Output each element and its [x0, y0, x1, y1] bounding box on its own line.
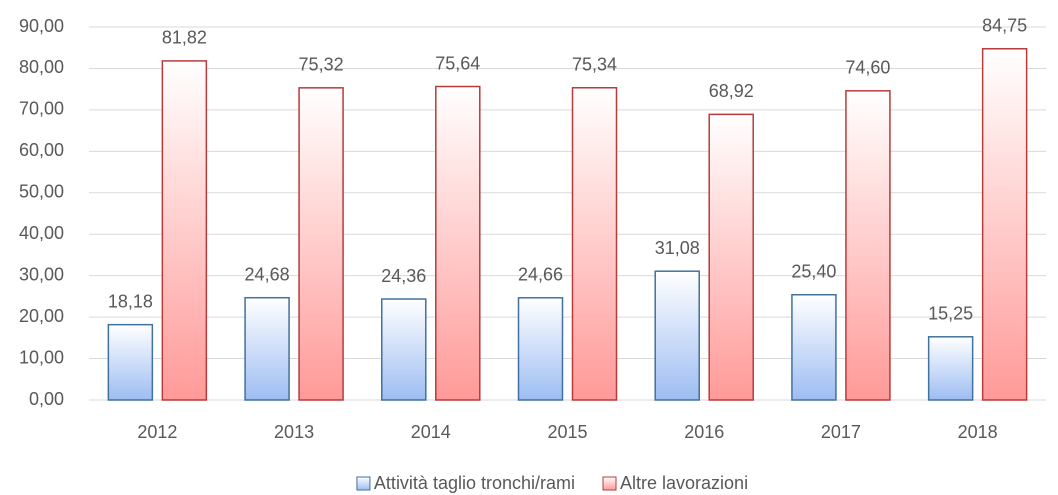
data-label: 75,34	[572, 55, 617, 75]
bar	[708, 113, 754, 401]
data-label: 74,60	[845, 58, 890, 78]
y-tick-label: 60,00	[19, 140, 64, 160]
bar	[381, 298, 427, 401]
data-label: 24,66	[518, 265, 563, 285]
bar	[244, 296, 290, 401]
data-label: 81,82	[162, 28, 207, 48]
bar	[654, 270, 700, 401]
bar	[435, 85, 481, 401]
legend-item: Altre lavorazioni	[602, 473, 748, 493]
data-label: 15,25	[928, 304, 973, 324]
data-label: 68,92	[709, 81, 754, 101]
bar	[981, 48, 1028, 401]
data-label: 24,36	[381, 266, 426, 286]
bar	[927, 336, 974, 401]
bar	[298, 87, 344, 401]
y-tick-label: 70,00	[19, 99, 64, 119]
y-tick-label: 40,00	[19, 223, 64, 243]
bar	[161, 60, 208, 401]
data-label: 75,32	[299, 55, 344, 75]
legend-swatch	[356, 476, 371, 491]
x-tick-label: 2012	[137, 422, 177, 442]
bar	[845, 90, 891, 401]
data-label: 75,64	[435, 53, 480, 73]
legend-label: Attività taglio tronchi/rami	[374, 473, 575, 493]
data-label: 18,18	[108, 291, 153, 311]
x-tick-label: 2014	[411, 422, 451, 442]
legend-swatch	[602, 476, 617, 491]
data-label: 24,68	[245, 264, 290, 284]
bar	[107, 323, 154, 401]
x-tick-label: 2013	[274, 422, 314, 442]
bar	[791, 293, 837, 401]
data-label: 84,75	[982, 16, 1027, 36]
bar	[571, 87, 618, 401]
y-tick-label: 50,00	[19, 182, 64, 202]
legend-item: Attività taglio tronchi/rami	[356, 473, 575, 493]
data-label: 31,08	[655, 238, 700, 258]
data-label: 25,40	[791, 261, 836, 281]
y-tick-label: 20,00	[19, 306, 64, 326]
x-tick-label: 2016	[684, 422, 724, 442]
x-tick-label: 2017	[821, 422, 861, 442]
x-tick-label: 2018	[958, 422, 998, 442]
y-tick-label: 10,00	[19, 347, 64, 367]
y-tick-label: 30,00	[19, 264, 64, 284]
y-tick-label: 80,00	[19, 57, 64, 77]
y-tick-label: 0,00	[29, 389, 64, 409]
bar	[517, 297, 564, 401]
legend-label: Altre lavorazioni	[620, 473, 748, 493]
y-tick-label: 90,00	[19, 16, 64, 36]
x-tick-label: 2015	[547, 422, 587, 442]
